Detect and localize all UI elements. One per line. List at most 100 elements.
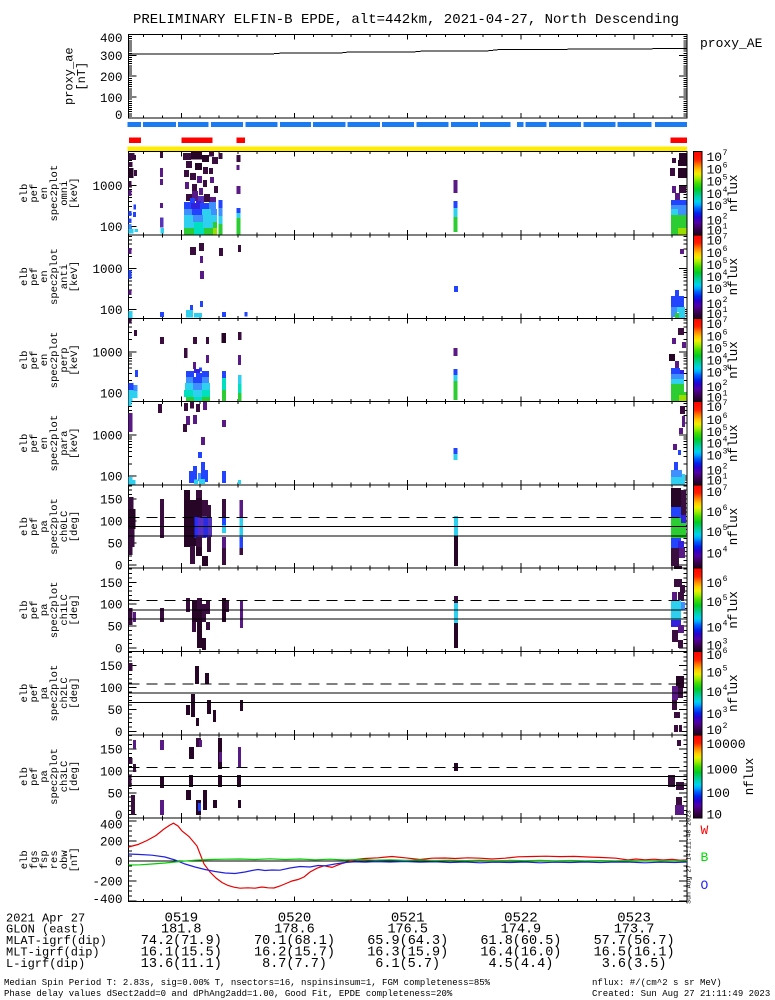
svg-text:O: O [701,878,709,893]
svg-text:1: 1 [723,389,728,398]
svg-text:7: 7 [723,149,728,158]
svg-text:nflux: nflux [727,424,741,462]
svg-text:150: 150 [100,743,123,757]
svg-text:10: 10 [707,413,723,428]
svg-text:10: 10 [707,638,723,653]
svg-text:5: 5 [723,341,728,350]
svg-text:150: 150 [100,577,123,591]
svg-text:elb: elb [19,351,31,370]
svg-text:174.9: 174.9 [501,923,542,938]
svg-text:65.9(64.3): 65.9(64.3) [367,934,448,949]
svg-text:6.1(5.7): 6.1(5.7) [375,957,440,972]
svg-text:10: 10 [707,390,723,405]
svg-text:10: 10 [707,307,723,322]
svg-text:10: 10 [707,317,723,332]
svg-text:5: 5 [723,594,728,603]
svg-text:elb: elb [19,517,31,536]
svg-text:74.2(71.9): 74.2(71.9) [141,934,222,949]
svg-text:Median Spin Period T: 2.83s, s: Median Spin Period T: 2.83s, sig=0.00% T… [4,978,491,988]
svg-text:10: 10 [707,808,723,823]
svg-text:pa: pa [39,604,51,617]
svg-text:10: 10 [707,595,723,610]
svg-text:2: 2 [723,296,728,305]
svg-text:3: 3 [723,364,728,373]
svg-text:10: 10 [707,234,723,249]
svg-text:[keV]: [keV] [69,177,81,209]
svg-text:173.7: 173.7 [614,923,655,938]
svg-text:100: 100 [100,682,123,696]
svg-text:1000: 1000 [707,763,738,778]
svg-text:MLAT-igrf(dip): MLAT-igrf(dip) [6,934,107,948]
svg-text:6: 6 [723,504,728,513]
svg-text:0: 0 [115,726,123,740]
svg-text:0: 0 [115,856,123,870]
svg-text:100: 100 [100,92,123,106]
svg-text:spec2plot: spec2plot [49,332,61,389]
svg-text:3.6(3.5): 3.6(3.5) [602,957,667,972]
svg-text:ch0LC: ch0LC [59,511,71,543]
svg-text:0: 0 [115,559,123,573]
svg-text:pa: pa [39,520,51,533]
svg-text:nflux: nflux [727,341,741,379]
svg-text:10: 10 [707,270,723,285]
svg-text:10: 10 [707,224,723,239]
svg-text:300: 300 [100,50,123,64]
svg-text:0: 0 [115,809,123,823]
svg-text:100: 100 [100,599,123,613]
svg-text:10: 10 [707,353,723,368]
svg-text:10: 10 [707,425,723,440]
svg-text:7: 7 [723,233,728,242]
svg-text:100: 100 [707,786,730,801]
svg-text:4: 4 [723,186,728,195]
svg-text:176.5: 176.5 [387,923,428,938]
svg-text:0: 0 [115,643,123,657]
svg-text:70.1(68.1): 70.1(68.1) [254,934,335,949]
svg-text:elb: elb [19,434,31,453]
svg-text:pef: pef [29,267,41,286]
svg-text:4: 4 [723,546,728,555]
svg-text:10: 10 [707,246,723,261]
svg-text:10: 10 [707,150,723,165]
svg-text:spec2plot: spec2plot [49,165,61,222]
svg-text:6: 6 [723,162,728,171]
svg-text:57.7(56.7): 57.7(56.7) [594,934,675,949]
svg-text:nflux: nflux [743,758,757,796]
svg-text:proxy_ae: proxy_ae [63,47,77,105]
svg-text:pef: pef [29,767,41,786]
svg-text:1000: 1000 [92,180,122,194]
svg-text:2: 2 [723,463,728,472]
svg-text:4: 4 [723,436,728,445]
svg-text:10: 10 [707,525,723,540]
svg-text:4: 4 [723,684,728,693]
svg-text:en: en [39,270,51,283]
svg-text:3: 3 [723,637,728,646]
svg-text:para: para [59,431,71,456]
svg-text:0: 0 [115,109,123,123]
svg-text:100: 100 [100,515,123,529]
svg-text:10: 10 [707,330,723,345]
svg-text:ch3LC: ch3LC [59,761,71,793]
svg-text:10: 10 [707,464,723,479]
svg-text:W: W [701,823,709,838]
svg-text:ch2LC: ch2LC [59,677,71,709]
svg-text:10000: 10000 [707,737,746,752]
svg-text:elb: elb [19,767,31,786]
svg-text:50: 50 [107,704,122,718]
svg-text:0521: 0521 [391,911,425,927]
svg-text:anti: anti [59,264,71,289]
svg-text:spec2plot: spec2plot [49,248,61,305]
svg-text:10: 10 [707,474,723,489]
svg-text:elb: elb [19,684,31,703]
svg-text:nflux: nflux [727,174,741,212]
svg-text:fsp: fsp [39,850,51,869]
svg-text:elb: elb [19,850,31,869]
svg-text:nflux: nflux [727,674,741,712]
svg-text:10: 10 [707,365,723,380]
svg-text:10: 10 [707,449,723,464]
svg-text:spec2plot: spec2plot [49,582,61,639]
svg-text:3: 3 [723,448,728,457]
svg-text:3: 3 [723,198,728,207]
svg-text:10: 10 [707,199,723,214]
svg-text:Phase delay values dSect2add=0: Phase delay values dSect2add=0 and dPhAn… [4,989,453,999]
svg-text:pef: pef [29,684,41,703]
